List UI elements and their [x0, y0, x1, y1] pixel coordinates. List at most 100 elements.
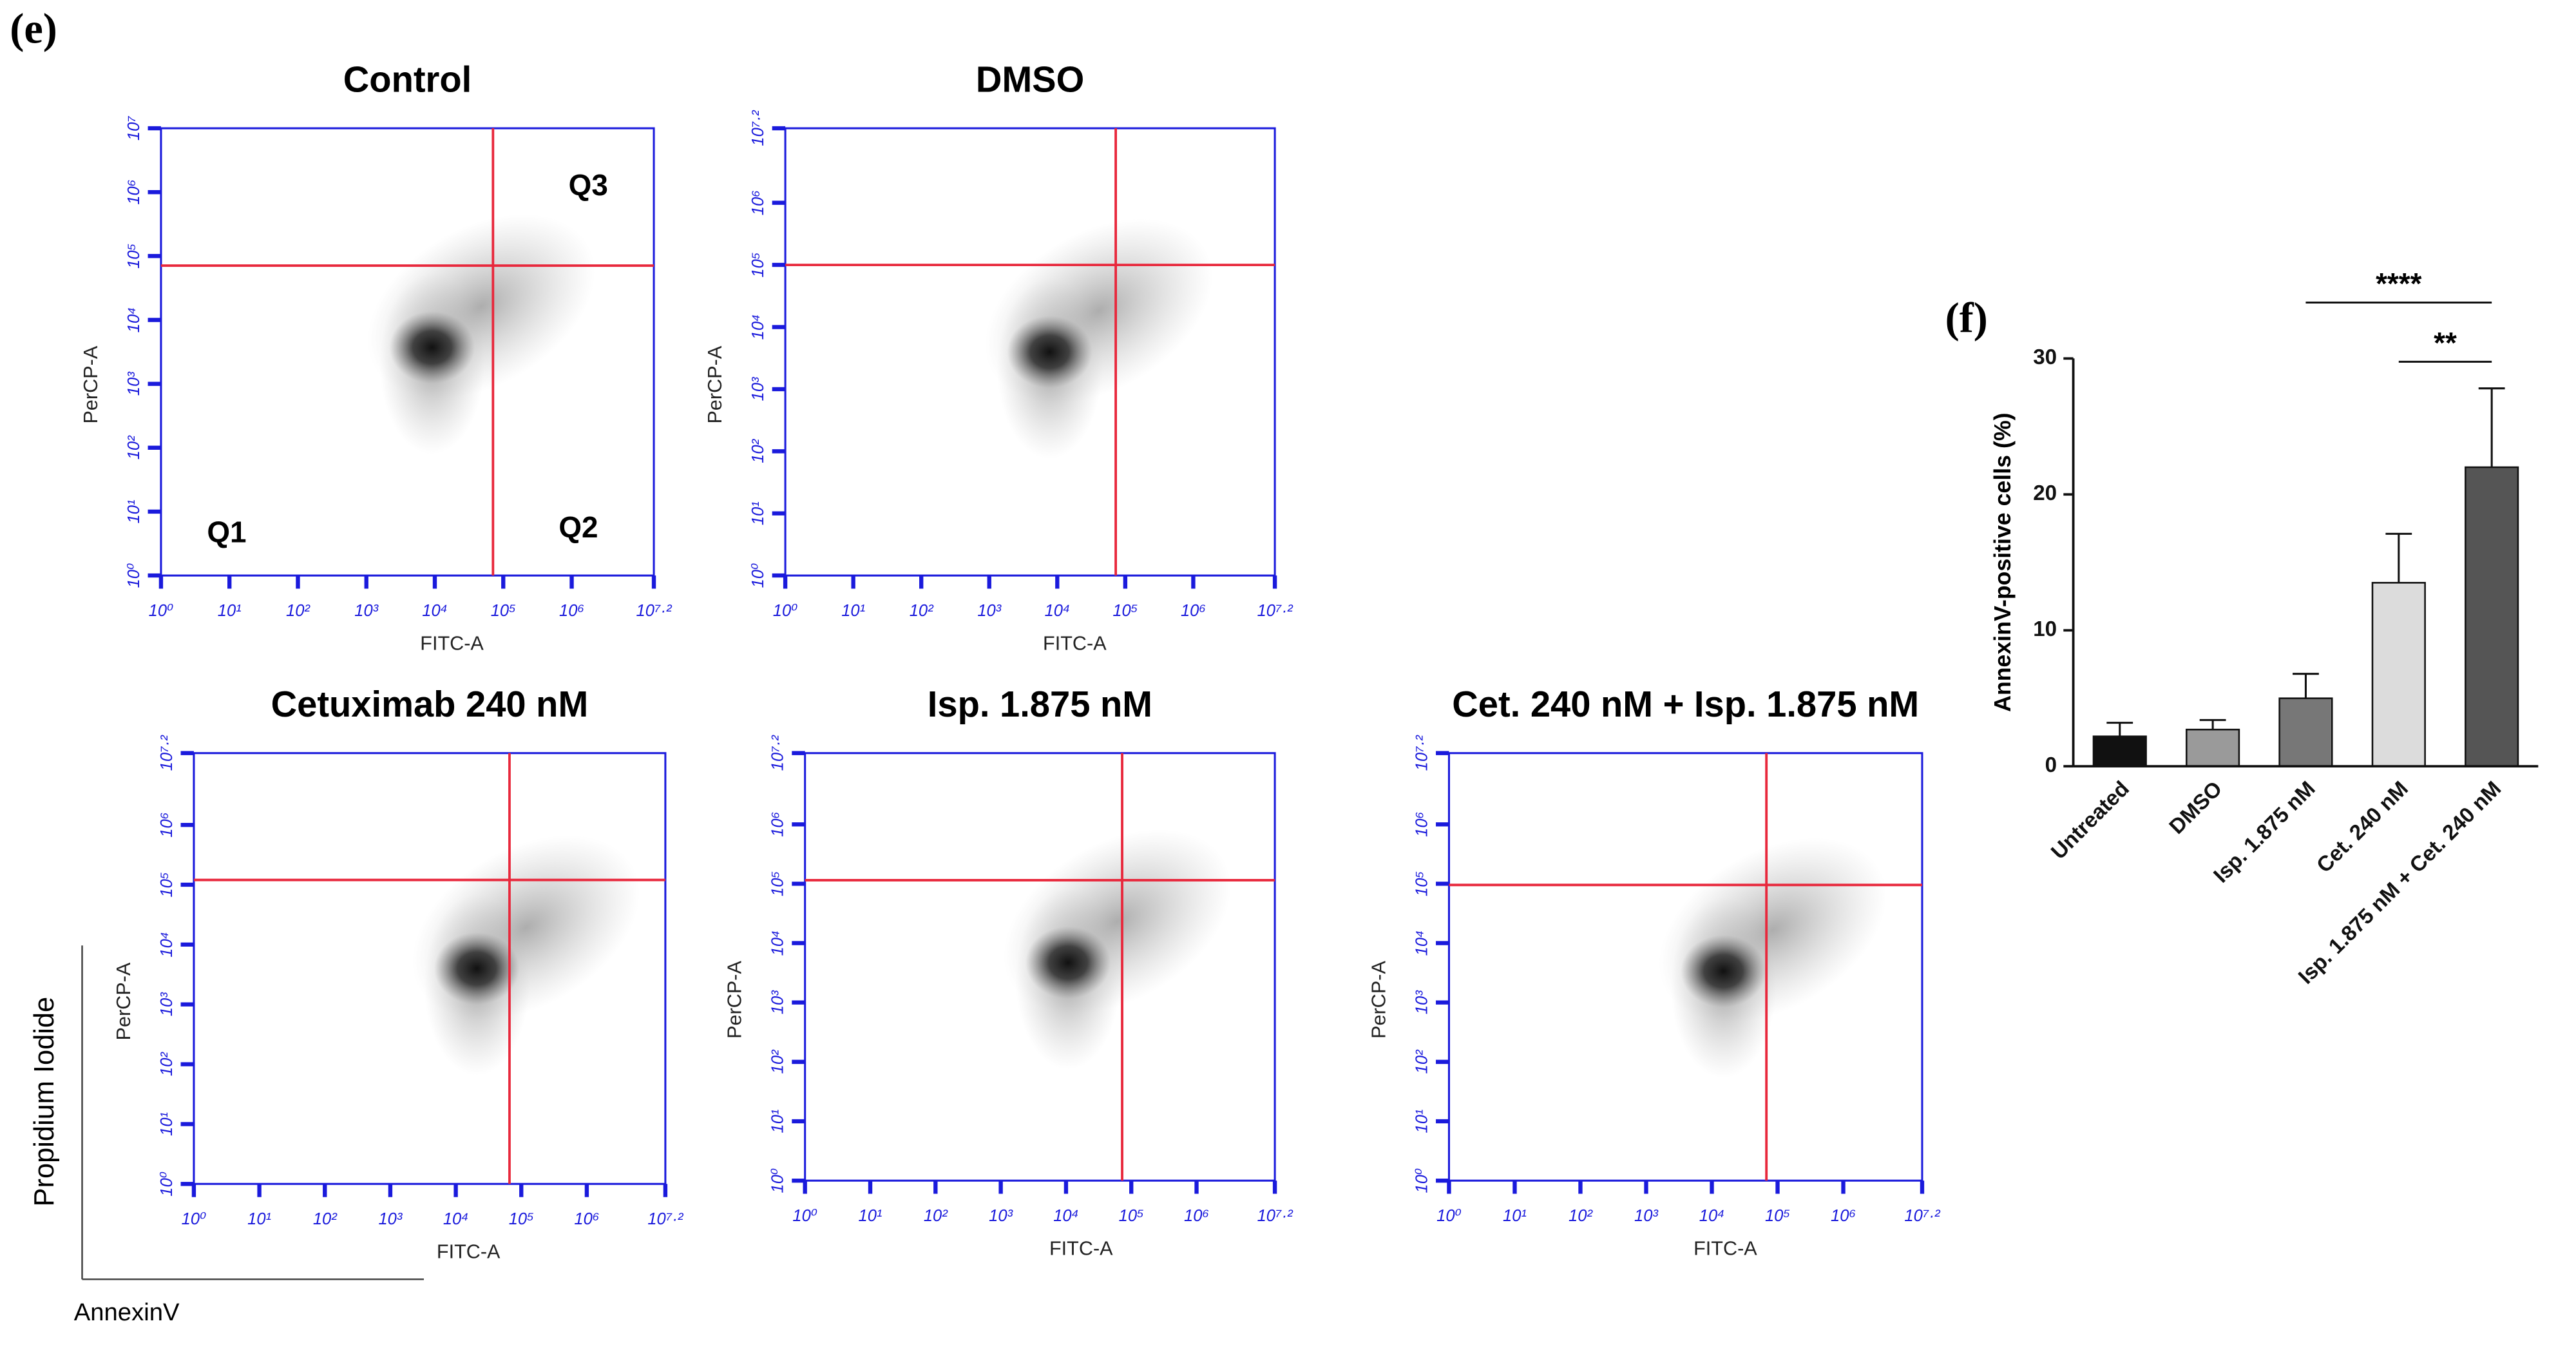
- x-tick-label: 10¹: [1503, 1207, 1527, 1225]
- y-tick-label: 10⁰: [125, 563, 143, 588]
- y-axis-label: PerCP-A: [724, 960, 746, 1038]
- bar: [2371, 582, 2426, 767]
- x-axis-label: FITC-A: [1043, 632, 1107, 654]
- x-tick-label: 10¹: [218, 602, 242, 620]
- x-tick-label: 10⁷·²: [1257, 1207, 1294, 1225]
- y-tick-label: 10⁴: [125, 307, 143, 333]
- x-tick-label: 10¹: [841, 602, 865, 620]
- y-axis-label: AnnexinV-positive cells (%): [1990, 413, 2016, 712]
- bar: [2186, 728, 2240, 767]
- y-tick-label: 10⁷·²: [158, 735, 176, 771]
- bar: [2092, 735, 2147, 767]
- x-tick-label: 10⁰: [773, 602, 798, 620]
- x-tick-label: 10³: [1634, 1207, 1659, 1225]
- y-tick-label: 10²: [749, 438, 767, 463]
- y-tick-label: 20: [2033, 481, 2057, 505]
- y-tick-label: 10⁰: [158, 1172, 176, 1197]
- x-tick-label: 10²: [313, 1210, 338, 1228]
- x-tick-label: 10⁰: [149, 602, 174, 620]
- x-tick-label: 10⁷·²: [1904, 1207, 1941, 1225]
- key-x-label: AnnexinV: [74, 1298, 180, 1326]
- bar: [2278, 697, 2333, 767]
- y-axis-label: PerCP-A: [1368, 960, 1389, 1038]
- y-tick-label: 10¹: [158, 1112, 176, 1136]
- x-tick-label: 10⁵: [1765, 1207, 1790, 1225]
- y-tick-label: 10⁵: [1413, 871, 1431, 896]
- y-tick-label: 10⁷·²: [749, 110, 767, 146]
- error-bar: [2293, 673, 2319, 699]
- cell-cloud-core: [1025, 926, 1111, 999]
- y-tick-label: 10⁶: [769, 812, 787, 837]
- x-tick-label: 10⁰: [1436, 1207, 1462, 1225]
- bar: [2465, 466, 2519, 767]
- cell-cloud-halo: [412, 835, 640, 1020]
- quadrant-label: Q3: [569, 168, 608, 202]
- error-bar: [2385, 532, 2412, 583]
- x-tick-label: 10³: [354, 602, 379, 620]
- panel-label: (e): [10, 5, 57, 52]
- x-tick-label: 10⁷·²: [1257, 602, 1294, 620]
- plot-title: DMSO: [976, 59, 1084, 99]
- x-tick-label: 10³: [977, 602, 1002, 620]
- plot-frame: [804, 752, 1276, 1182]
- y-tick-label: 10¹: [769, 1110, 787, 1133]
- plot-frame: [784, 127, 1276, 577]
- x-axis-label: FITC-A: [1049, 1237, 1113, 1259]
- x-tick-label: 10⁰: [792, 1207, 817, 1225]
- significance-label: ****: [2376, 267, 2422, 300]
- cell-cloud-core: [1681, 934, 1766, 1008]
- x-tick-label: 10²: [910, 602, 934, 620]
- x-tick-label: Untreated: [2046, 776, 2134, 864]
- x-tick-label: 10³: [379, 1210, 403, 1228]
- y-tick-label: 10²: [769, 1049, 787, 1074]
- error-bar: [2478, 387, 2505, 468]
- x-tick-label: 10⁶: [1184, 1207, 1209, 1225]
- error-bar: [2199, 718, 2226, 730]
- error-bar: [2106, 722, 2133, 737]
- x-tick-label: 10⁶: [1831, 1207, 1856, 1225]
- y-tick-label: 10⁷·²: [1413, 735, 1431, 771]
- cell-cloud-core: [434, 932, 520, 1005]
- y-tick-label: 10⁶: [125, 180, 143, 205]
- x-tick-label: 10²: [924, 1207, 948, 1225]
- cell-cloud-core: [1007, 315, 1092, 389]
- y-tick-label: 10³: [749, 376, 767, 401]
- y-tick-label: 10⁵: [749, 253, 767, 278]
- y-tick-label: 10³: [769, 990, 787, 1014]
- plot-frame: [193, 752, 667, 1185]
- y-tick-label: 10: [2033, 617, 2057, 641]
- y-tick-label: 10⁰: [769, 1168, 787, 1193]
- plot-title: Isp. 1.875 nM: [928, 684, 1152, 724]
- x-tick-label: 10⁴: [422, 602, 447, 620]
- y-tick-label: 10⁴: [769, 931, 787, 956]
- y-tick-label: 10⁶: [1413, 812, 1431, 837]
- y-tick-label: 30: [2033, 345, 2057, 369]
- x-tick-label: 10⁰: [182, 1210, 207, 1228]
- y-tick-label: 10¹: [1413, 1110, 1431, 1133]
- y-tick-label: 10⁷·²: [769, 735, 787, 771]
- y-axis-label: PerCP-A: [704, 345, 726, 423]
- x-tick-label: 10⁴: [1045, 602, 1070, 620]
- plot-title: Control: [343, 59, 472, 99]
- x-tick-label: 10¹: [247, 1210, 271, 1228]
- y-axis-label: PerCP-A: [113, 962, 135, 1040]
- x-tick-label: 10⁵: [1112, 602, 1138, 620]
- y-tick-label: 10³: [158, 992, 176, 1016]
- y-tick-label: 10⁴: [749, 314, 767, 340]
- y-axis-label: PerCP-A: [80, 345, 102, 423]
- cell-cloud-core: [389, 311, 475, 384]
- quadrant-label: Q1: [207, 515, 246, 548]
- y-tick-label: 10⁷: [125, 116, 143, 140]
- plot-frame: [160, 127, 655, 577]
- plot-title: Cetuximab 240 nM: [271, 684, 589, 724]
- y-tick-label: 10⁰: [749, 563, 767, 588]
- cell-cloud-halo: [1004, 829, 1232, 1014]
- y-tick-label: 10³: [1413, 990, 1431, 1014]
- x-axis-label: FITC-A: [1693, 1237, 1757, 1259]
- x-tick-label: 10⁴: [1699, 1207, 1724, 1225]
- x-tick-label: 10⁷·²: [636, 602, 673, 620]
- x-tick-label: Cet. 240 nM: [2312, 776, 2412, 878]
- x-tick-label: 10⁶: [1181, 602, 1206, 620]
